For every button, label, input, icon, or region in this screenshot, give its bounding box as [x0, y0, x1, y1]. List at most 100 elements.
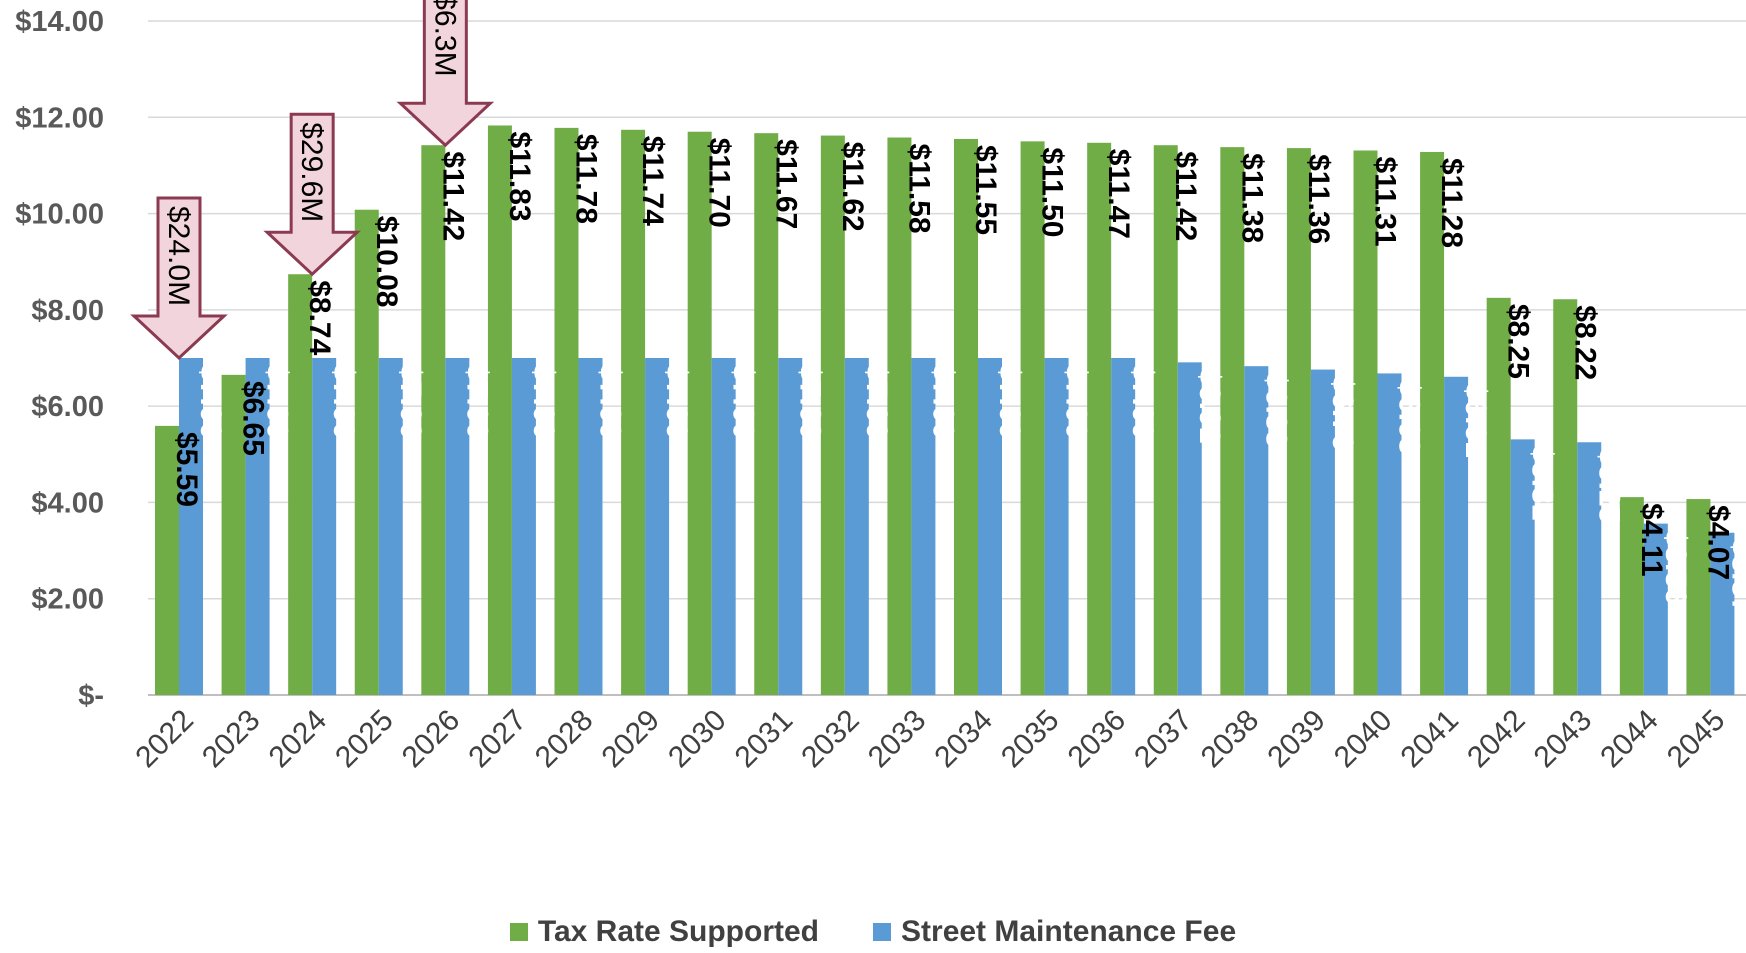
x-tick-label: 2035	[995, 704, 1066, 775]
data-label-tax-rate: $11.50	[1036, 147, 1069, 237]
data-label-street-fee: $6.83	[1259, 372, 1292, 447]
x-tick-label: 2038	[1195, 704, 1266, 775]
legend-item-tax-rate: Tax Rate Supported	[509, 915, 820, 949]
data-label-tax-rate: $6.65	[237, 381, 270, 456]
data-label-street-fee: $6.91	[1193, 368, 1226, 443]
bar-tax-rate	[1486, 297, 1511, 695]
data-label-street-fee: $7.00	[1060, 364, 1093, 439]
bar-street-fee	[978, 358, 1002, 695]
x-tick-label: 2031	[729, 704, 800, 775]
annotation-label: $6.3M	[428, 0, 461, 77]
bar-street-fee	[1377, 373, 1402, 695]
bar-street-fee	[1244, 366, 1269, 695]
bar-street-fee	[1510, 439, 1535, 695]
bar-tax-rate	[1020, 141, 1045, 695]
bar-tax-rate	[1220, 147, 1245, 696]
bar-tax-rate	[820, 135, 845, 695]
data-label-tax-rate: $11.31	[1369, 157, 1402, 247]
data-label-tax-rate: $11.67	[769, 139, 802, 229]
bar-tax-rate	[288, 274, 313, 695]
bar-tax-rate	[621, 129, 646, 695]
data-label-tax-rate: $11.78	[570, 134, 603, 224]
data-label-street-fee: $7.00	[1126, 364, 1159, 439]
legend: Tax Rate Supported Street Maintenance Fe…	[0, 912, 1746, 952]
data-label-tax-rate: $4.07	[1701, 505, 1734, 580]
y-axis-labels: $- $2.00 $4.00 $6.00 $8.00 $10.00 $12.00 $14.00	[15, 6, 104, 712]
data-label-street-fee: $3.37	[1725, 539, 1746, 614]
x-tick-label: 2027	[462, 704, 533, 775]
bar-street-fee	[312, 358, 337, 695]
bar-street-fee	[511, 358, 536, 695]
bar-street-fee	[911, 358, 936, 695]
data-label-street-fee: $7.00	[926, 364, 959, 439]
y-tick-label: $10.00	[15, 199, 104, 231]
data-label-street-fee: $7.00	[793, 364, 826, 439]
data-label-tax-rate: $5.59	[170, 432, 203, 507]
bar-street-fee	[445, 358, 470, 695]
annotation-label: $29.6M	[295, 122, 328, 222]
data-label-street-fee: $7.00	[261, 364, 294, 439]
x-tick-label: 2040	[1328, 704, 1399, 775]
x-tick-label: 2037	[1128, 704, 1199, 775]
bar-street-fee	[1111, 358, 1136, 695]
data-label-street-fee: $3.56	[1659, 530, 1692, 605]
bar-tax-rate	[687, 131, 712, 695]
bar-tax-rate	[954, 138, 978, 695]
legend-label-tax-rate: Tax Rate Supported	[537, 915, 820, 948]
bar-street-fee	[778, 358, 803, 695]
bar-street-fee	[245, 358, 270, 695]
data-label-tax-rate: $11.42	[1169, 151, 1202, 241]
y-tick-label: $4.00	[31, 487, 104, 519]
data-label-street-fee: $6.68	[1393, 379, 1426, 454]
data-label-tax-rate: $11.83	[503, 131, 536, 221]
data-label-street-fee: $5.25	[1592, 448, 1625, 523]
bar-street-fee	[1710, 532, 1735, 695]
data-label-street-fee: $7.00	[594, 364, 627, 439]
x-axis-labels: 2022202320242025202620272028202920302031…	[129, 704, 1731, 775]
x-tick-label: 2032	[795, 704, 866, 775]
y-tick-label: $6.00	[31, 391, 104, 423]
x-tick-label: 2026	[396, 704, 467, 775]
bar-street-fee	[1310, 369, 1335, 695]
data-label-street-fee: $7.00	[394, 364, 427, 439]
data-label-street-fee: $7.00	[727, 364, 760, 439]
data-label-tax-rate: $11.58	[902, 144, 935, 234]
data-label-tax-rate: $11.74	[636, 136, 669, 226]
bar-street-fee	[1577, 442, 1602, 695]
data-label-street-fee: $7.00	[660, 364, 693, 439]
bar-street-fee	[711, 358, 736, 695]
x-tick-label: 2023	[196, 704, 267, 775]
legend-item-street-fee: Street Maintenance Fee	[873, 915, 1236, 949]
bar-tax-rate	[754, 133, 779, 695]
x-tick-label: 2045	[1661, 704, 1732, 775]
bar-tax-rate	[1619, 497, 1644, 695]
bar-tax-rate	[1153, 145, 1178, 696]
legend-swatch-street-fee	[873, 923, 892, 941]
data-label-tax-rate: $11.36	[1302, 154, 1335, 244]
bar-tax-rate	[1286, 148, 1311, 695]
bar-tax-rate	[421, 145, 446, 696]
bar-tax-rate	[155, 425, 179, 695]
data-label-tax-rate: $8.25	[1502, 304, 1535, 379]
x-tick-label: 2030	[662, 704, 733, 775]
x-tick-label: 2039	[1261, 704, 1332, 775]
legend-label-street-fee: Street Maintenance Fee	[901, 915, 1237, 948]
x-tick-label: 2029	[595, 704, 666, 775]
data-label-street-fee: $7.00	[993, 364, 1026, 439]
bar-street-fee	[844, 358, 869, 695]
x-tick-label: 2043	[1528, 704, 1599, 775]
annotations: $24.0M $29.6M $6.3M	[130, 0, 495, 361]
y-tick-label: $2.00	[31, 584, 104, 616]
bar-tax-rate	[554, 127, 579, 696]
bar-tax-rate	[354, 209, 379, 695]
bar-tax-rate	[1353, 150, 1378, 696]
data-label-street-fee: $7.00	[327, 364, 360, 439]
x-tick-label: 2042	[1461, 704, 1532, 775]
bar-chart: 2022202320242025202620272028202920302031…	[15, 0, 1746, 775]
x-tick-label: 2022	[129, 704, 200, 775]
data-label-street-fee: $7.00	[460, 364, 493, 439]
x-tick-label: 2024	[263, 704, 334, 775]
data-label-street-fee: $6.76	[1326, 376, 1359, 451]
data-label-tax-rate: $8.74	[303, 280, 336, 355]
annotation-label: $24.0M	[162, 206, 195, 306]
